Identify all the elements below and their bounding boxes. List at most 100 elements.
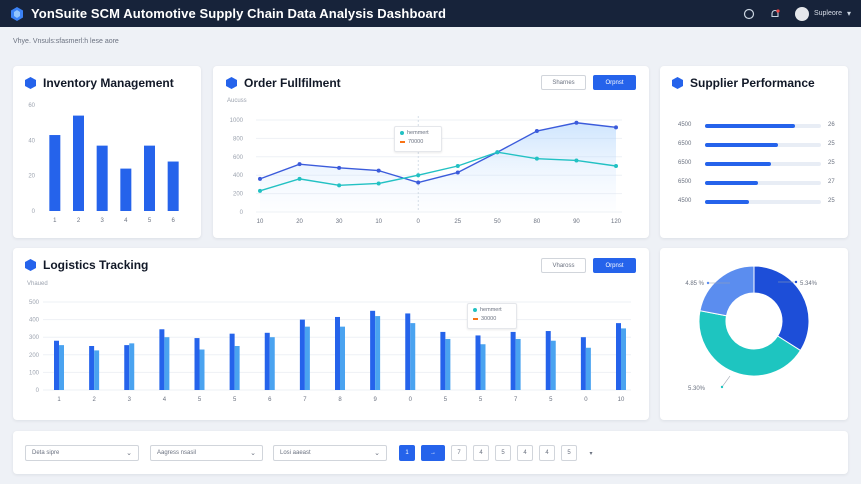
cube-icon bbox=[226, 77, 237, 89]
y-tick-label: 300 bbox=[29, 335, 40, 341]
top-bar: YonSuite SCM Automotive Supply Chain Dat… bbox=[0, 0, 861, 27]
series-point bbox=[574, 120, 579, 125]
clock-icon[interactable] bbox=[743, 8, 755, 20]
x-tick-label: 4 bbox=[163, 397, 167, 403]
logistics-bar bbox=[94, 350, 100, 390]
logistics-bar bbox=[621, 328, 626, 390]
next-page-button[interactable]: → bbox=[421, 445, 445, 461]
logistics-bar bbox=[370, 310, 376, 390]
x-tick-label: 5 bbox=[479, 397, 483, 403]
donut-label-dot bbox=[720, 385, 724, 389]
supplier-row: 4500 26 bbox=[678, 122, 835, 130]
page-more-button[interactable]: ▾ bbox=[589, 450, 593, 457]
inventory-chart: 60 40 20 0 1 2 3 4 5 6 bbox=[28, 103, 179, 224]
x-tick-label: 120 bbox=[611, 219, 622, 225]
logistics-axis-caption: Vhaued bbox=[27, 281, 48, 287]
page-button[interactable]: 7 bbox=[451, 445, 467, 461]
bell-icon[interactable] bbox=[769, 8, 781, 20]
logistics-bar bbox=[580, 337, 586, 390]
filter-select-2[interactable]: Aagress nsasil ⌄ bbox=[150, 445, 263, 461]
order-primary-button[interactable]: Orpnst bbox=[593, 75, 636, 90]
chevron-down-icon: ⌄ bbox=[374, 450, 380, 457]
supplier-row-label: 4500 bbox=[678, 122, 692, 128]
inventory-card: Inventory Management 60 40 20 0 1 2 3 4 5 6 bbox=[13, 66, 201, 238]
logistics-bar bbox=[340, 326, 345, 390]
filter-select-1[interactable]: Deta sipre ⌄ bbox=[25, 445, 139, 461]
logistics-bar bbox=[405, 313, 411, 390]
logistics-bar bbox=[229, 333, 235, 390]
logistics-bar bbox=[304, 326, 310, 390]
logistics-bar bbox=[299, 319, 305, 390]
order-secondary-button[interactable]: Sharnes bbox=[541, 75, 586, 90]
logistics-bar bbox=[375, 316, 381, 390]
supplier-row-label: 6500 bbox=[678, 141, 692, 147]
supplier-bar-track bbox=[705, 124, 821, 128]
x-tick-label: 1 bbox=[53, 218, 57, 224]
filter-select-3[interactable]: Losi aaeast ⌄ bbox=[273, 445, 387, 461]
logistics-tooltip: hemmert 30000 bbox=[467, 303, 517, 329]
logistics-bar bbox=[269, 337, 275, 390]
supplier-row: 6500 25 bbox=[678, 141, 835, 149]
logistics-primary-button[interactable]: Orpnst bbox=[593, 258, 636, 273]
donut-label: 5.30% bbox=[688, 386, 706, 392]
page-button[interactable]: 4 bbox=[539, 445, 555, 461]
chevron-down-icon: ▾ bbox=[846, 9, 851, 18]
order-chart: 1000 800 600 400 200 0 10 20 30 10 0 25 50 80 90 120 bbox=[230, 116, 622, 225]
logistics-bar bbox=[410, 323, 416, 390]
y-tick-label: 0 bbox=[240, 210, 244, 216]
page-button[interactable]: 5 bbox=[495, 445, 511, 461]
supplier-card: Supplier Performance 4500 26 6500 25 6500 25 6… bbox=[660, 66, 848, 238]
tooltip-line-1: hemmert bbox=[407, 130, 429, 136]
order-axis-caption: Aucuss bbox=[227, 98, 247, 104]
order-card: Order Fullfilment Sharnes Orpnst Aucuss … bbox=[213, 66, 649, 238]
page-button[interactable]: 5 bbox=[561, 445, 577, 461]
page-button[interactable]: 4 bbox=[473, 445, 489, 461]
y-tick-label: 0 bbox=[32, 209, 36, 215]
inventory-bar bbox=[120, 168, 132, 211]
series-area bbox=[260, 122, 616, 212]
tooltip-line-2: 70000 bbox=[408, 139, 424, 145]
supplier-bar-fill bbox=[705, 124, 796, 128]
supplier-row-value: 25 bbox=[828, 160, 835, 166]
x-tick-label: 7 bbox=[303, 397, 307, 403]
user-name: Supleore bbox=[813, 10, 842, 17]
inventory-bar bbox=[144, 145, 155, 211]
avatar bbox=[794, 6, 809, 21]
y-tick-label: 1000 bbox=[230, 118, 244, 124]
x-tick-label: 5 bbox=[233, 397, 237, 403]
cube-icon bbox=[25, 259, 36, 271]
donut-chart: 5.34% 5.30% 4.85 % bbox=[685, 265, 818, 392]
y-tick-label: 600 bbox=[233, 155, 244, 161]
page-button[interactable]: 1 bbox=[399, 445, 415, 461]
cube-icon bbox=[25, 77, 36, 89]
donut-label: 4.85 % bbox=[685, 281, 704, 287]
x-tick-label: 0 bbox=[409, 397, 413, 403]
user-menu[interactable]: Supleore ▾ bbox=[794, 6, 851, 21]
logistics-secondary-button[interactable]: Vhaross bbox=[541, 258, 586, 273]
donut-slice bbox=[753, 265, 810, 352]
series-point bbox=[455, 170, 460, 175]
supplier-row-label: 4500 bbox=[678, 198, 692, 204]
logistics-bar bbox=[550, 340, 556, 390]
x-tick-label: 2 bbox=[77, 218, 81, 224]
x-tick-label: 5 bbox=[549, 397, 553, 403]
logistics-bar bbox=[54, 340, 59, 390]
logistics-bar bbox=[515, 338, 521, 390]
series-point bbox=[297, 162, 302, 167]
inventory-title: Inventory Management bbox=[43, 76, 174, 90]
x-tick-label: 80 bbox=[534, 219, 541, 225]
x-tick-label: 3 bbox=[100, 218, 104, 224]
supplier-bar-track bbox=[705, 143, 821, 147]
y-tick-label: 20 bbox=[28, 174, 35, 180]
logistics-bar bbox=[159, 329, 165, 390]
logistics-bar bbox=[124, 345, 130, 390]
x-tick-label: 9 bbox=[373, 397, 377, 403]
x-tick-label: 2 bbox=[92, 397, 96, 403]
logistics-bar bbox=[445, 338, 451, 390]
logistics-bar bbox=[475, 335, 481, 390]
y-tick-label: 200 bbox=[233, 192, 244, 198]
series-line bbox=[259, 151, 617, 192]
donut-card: 5.34% 5.30% 4.85 % bbox=[660, 248, 848, 420]
series-point bbox=[376, 181, 381, 186]
page-button[interactable]: 4 bbox=[517, 445, 533, 461]
